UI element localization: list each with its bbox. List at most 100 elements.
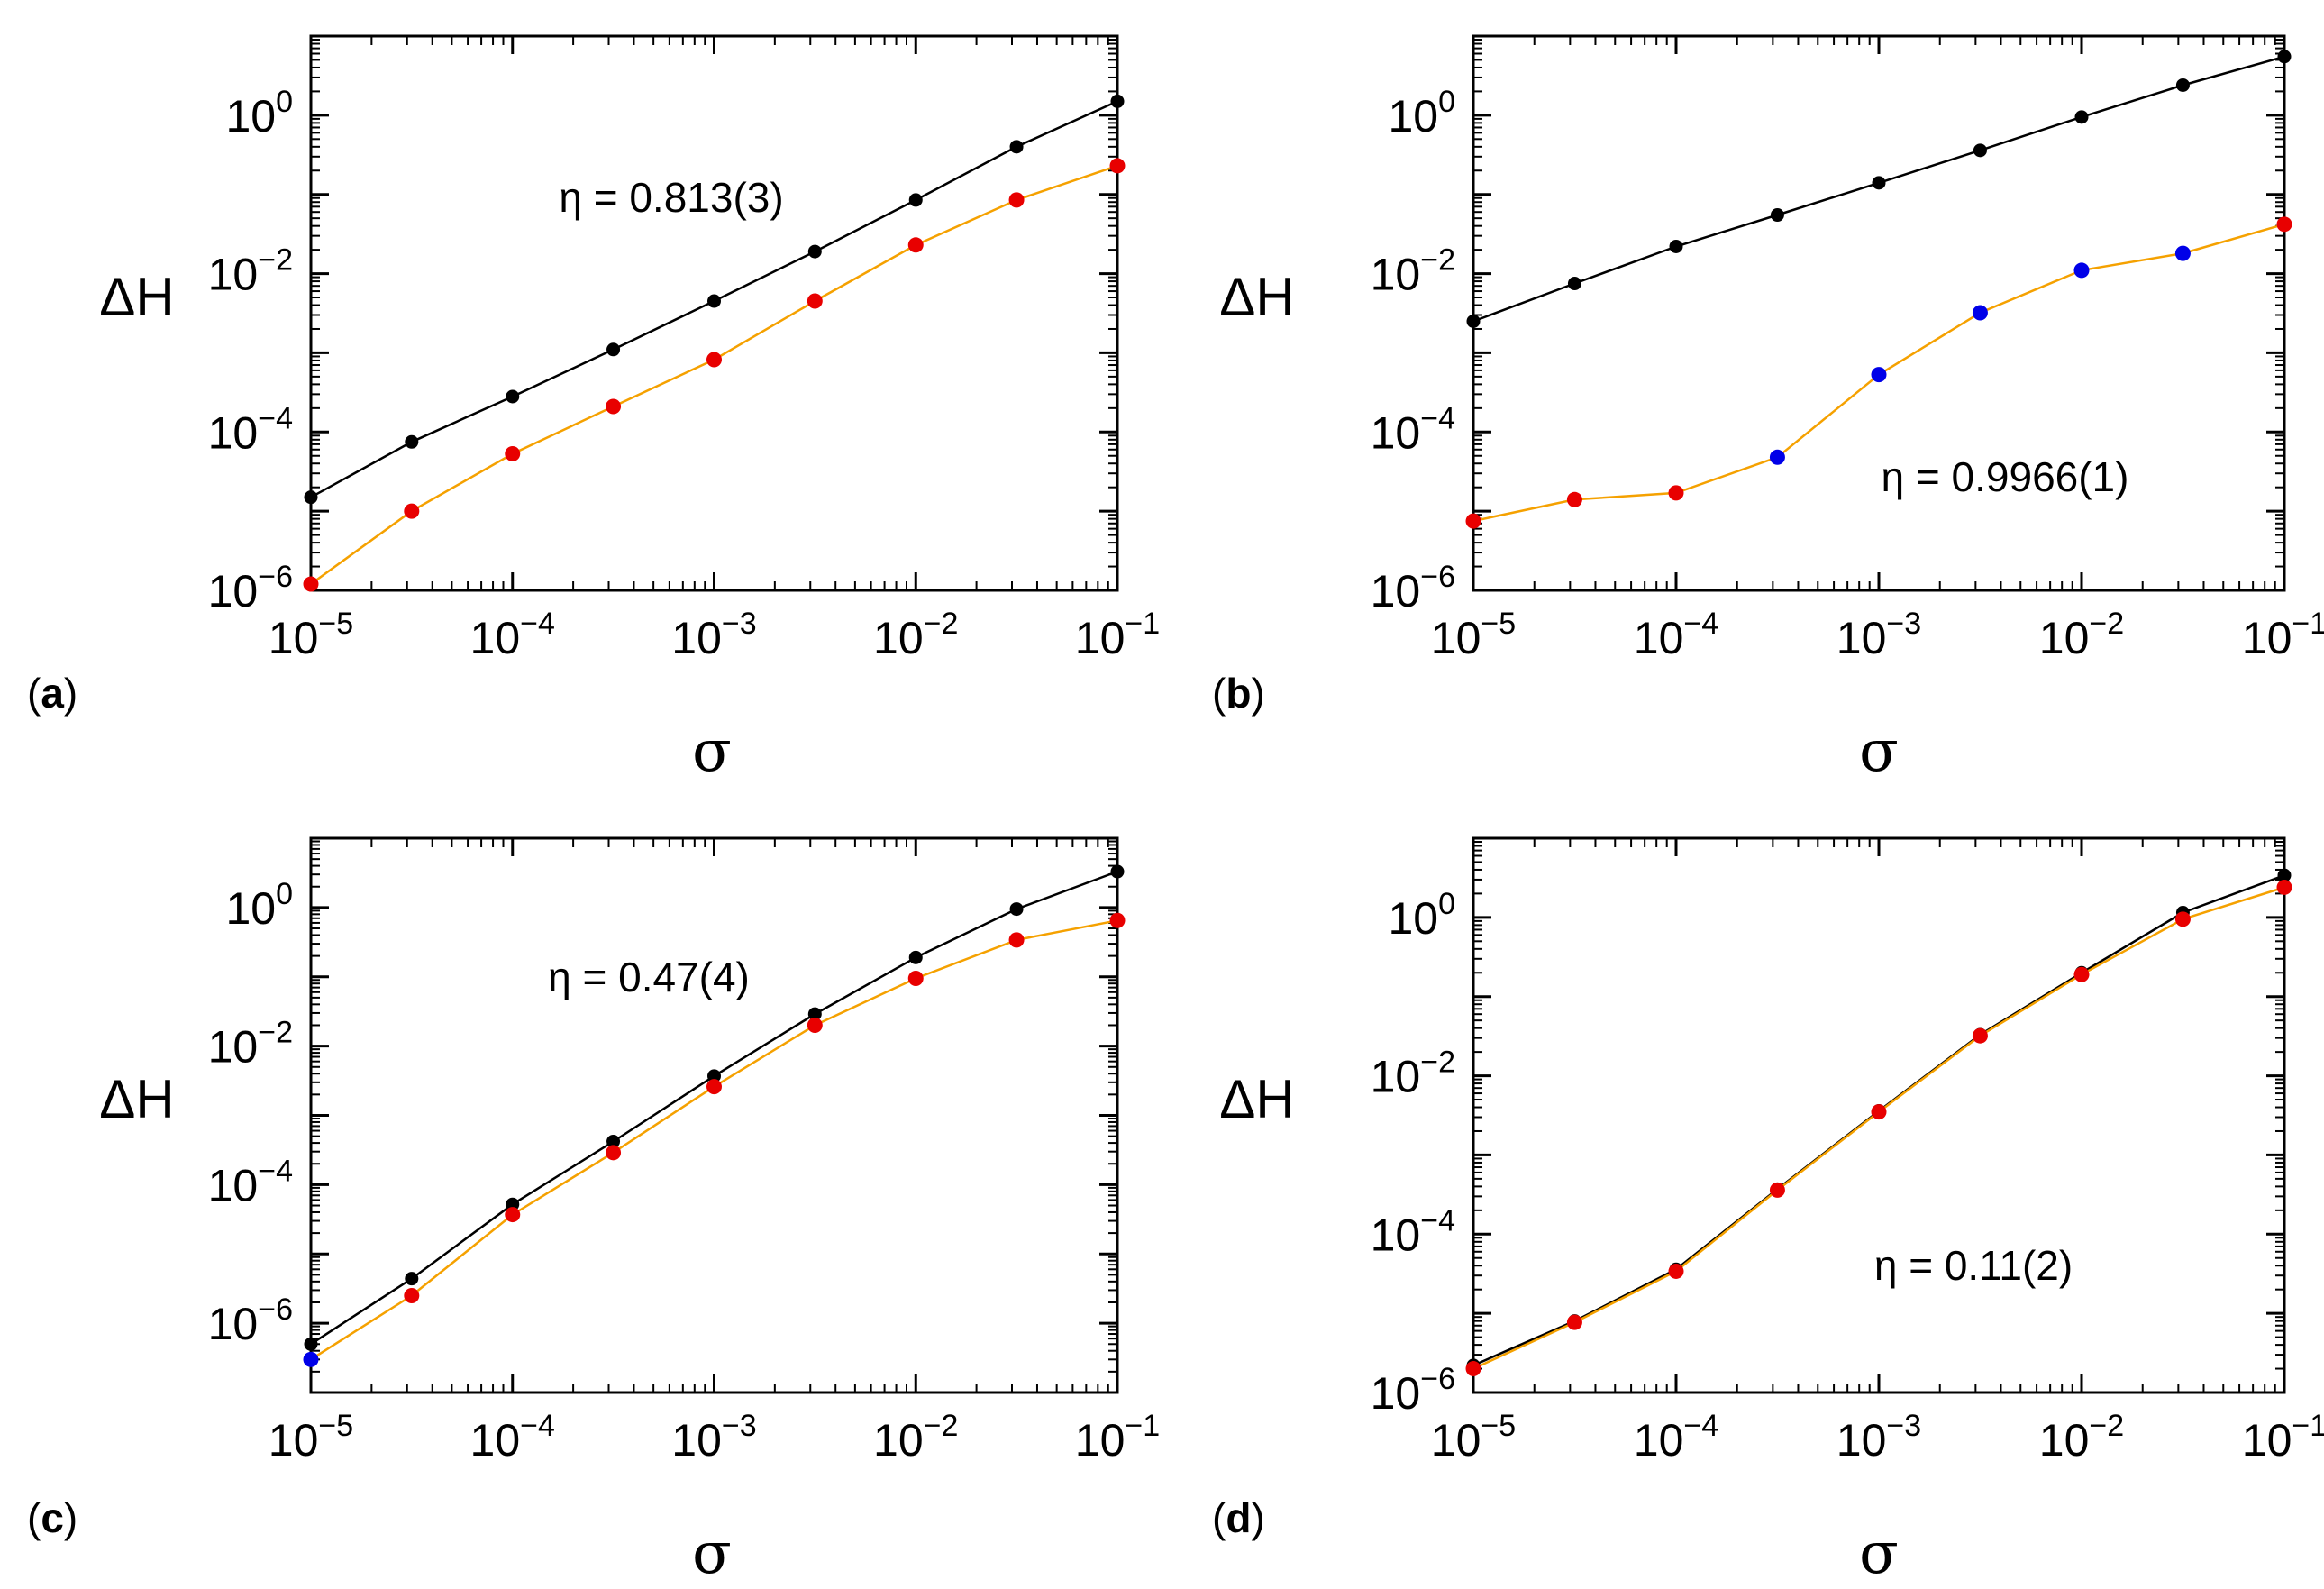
data-point-upper xyxy=(2277,868,2292,882)
data-point-lower xyxy=(303,576,319,592)
data-point-lower xyxy=(1668,485,1684,501)
x-axis-label: σ xyxy=(1859,1521,1899,1587)
data-point-lower xyxy=(1109,912,1126,928)
data-point-upper xyxy=(1669,239,1683,253)
data-point-lower xyxy=(1972,305,1988,321)
data-point-lower xyxy=(1972,1027,1988,1044)
y-axis-label: ΔH xyxy=(1219,267,1294,327)
y-tick-label: 100 xyxy=(225,85,293,142)
panel-label: (a) xyxy=(27,670,77,717)
data-point-lower xyxy=(807,293,823,309)
data-point-upper xyxy=(2074,110,2089,124)
data-point-upper xyxy=(606,342,621,357)
data-point-upper xyxy=(807,244,822,259)
data-point-lower xyxy=(907,970,924,986)
data-point-lower xyxy=(1465,513,1481,529)
data-point-lower xyxy=(606,1145,622,1161)
x-tick-label: 10−1 xyxy=(1075,607,1160,663)
x-tick-label: 10−1 xyxy=(2242,1409,2324,1466)
data-point-upper xyxy=(304,1337,318,1351)
panel-d: 10−5 10−4 10−3 10−2 10−1 10−6 10−4 10−2 100 η = 0… xyxy=(1212,836,2324,1587)
y-tick-label: 10−4 xyxy=(1371,1203,1455,1260)
data-point-upper xyxy=(304,490,318,505)
data-point-lower xyxy=(1668,1263,1684,1279)
eta-annotation: η = 0.9966(1) xyxy=(1882,453,2129,500)
y-tick-label: 10−2 xyxy=(208,1016,293,1073)
x-tick-label: 10−3 xyxy=(671,607,756,663)
x-tick-label: 10−2 xyxy=(873,607,958,663)
panel-label: (c) xyxy=(27,1494,77,1541)
plot-frame xyxy=(1472,34,2286,592)
data-point-lower xyxy=(706,1079,722,1095)
plot-frame xyxy=(309,836,1119,1394)
panel-b: 10−5 10−4 10−3 10−2 10−1 10−6 10−4 10−2 100 η = 0… xyxy=(1212,34,2324,785)
panel-a: 10−5 10−4 10−3 10−2 10−1 10−6 10−4 10−2 100 η = 0… xyxy=(27,34,1160,785)
y-tick-label: 100 xyxy=(225,877,293,934)
data-point-lower xyxy=(505,1207,521,1223)
x-tick-label: 10−1 xyxy=(2242,607,2324,663)
data-point-upper xyxy=(2277,50,2292,64)
data-point-lower xyxy=(505,446,521,462)
data-point-lower xyxy=(2073,966,2090,982)
series-line-lower xyxy=(1472,886,2285,1370)
y-tick-label: 10−6 xyxy=(208,560,293,616)
y-axis-label: ΔH xyxy=(1219,1069,1294,1129)
data-point-lower xyxy=(303,1351,319,1367)
data-point-lower xyxy=(2276,879,2292,895)
data-point-upper xyxy=(405,1272,419,1286)
data-point-upper xyxy=(1110,864,1125,879)
x-tick-label: 10−2 xyxy=(873,1409,958,1466)
data-point-upper xyxy=(1872,176,1886,190)
y-tick-label: 10−6 xyxy=(208,1292,293,1349)
data-point-upper xyxy=(1973,143,1987,158)
panel-label: (d) xyxy=(1212,1494,1265,1541)
plot-frame xyxy=(309,34,1119,592)
data-point-upper xyxy=(405,434,419,449)
panel-c: 10−5 10−4 10−3 10−2 10−1 10−6 10−4 10−2 100 η = 0… xyxy=(27,836,1160,1587)
data-point-upper xyxy=(1770,208,1784,223)
data-point-lower xyxy=(1871,367,1887,383)
data-point-lower xyxy=(706,352,722,368)
y-tick-label: 100 xyxy=(1388,887,1455,944)
eta-annotation: η = 0.47(4) xyxy=(548,954,750,1000)
panel-label: (b) xyxy=(1212,670,1265,717)
series-line-lower xyxy=(310,164,1118,586)
data-point-lower xyxy=(1566,1314,1582,1330)
y-tick-label: 10−6 xyxy=(1371,560,1455,616)
data-point-upper xyxy=(908,950,923,964)
x-tick-label: 10−3 xyxy=(671,1409,756,1466)
x-tick-label: 10−1 xyxy=(1075,1409,1160,1466)
x-tick-label: 10−3 xyxy=(1836,607,1921,663)
data-point-lower xyxy=(807,1017,823,1033)
x-tick-label: 10−4 xyxy=(1634,1409,1718,1466)
data-point-lower xyxy=(404,1288,420,1304)
x-tick-label: 10−5 xyxy=(269,1409,353,1466)
x-tick-label: 10−5 xyxy=(1431,1409,1516,1466)
data-point-lower xyxy=(2174,911,2191,927)
data-point-lower xyxy=(1109,158,1126,174)
data-point-upper xyxy=(1110,94,1125,108)
data-point-lower xyxy=(1465,1361,1481,1377)
data-point-lower xyxy=(606,398,622,415)
data-point-lower xyxy=(1769,1182,1785,1198)
x-tick-label: 10−2 xyxy=(2039,607,2124,663)
x-tick-label: 10−5 xyxy=(1431,607,1516,663)
y-tick-label: 10−4 xyxy=(208,401,293,458)
x-tick-label: 10−3 xyxy=(1836,1409,1921,1466)
x-axis-label: σ xyxy=(692,1521,732,1587)
data-point-lower xyxy=(2276,216,2292,233)
data-point-upper xyxy=(606,1134,621,1148)
y-tick-label: 10−4 xyxy=(208,1154,293,1210)
y-axis-label: ΔH xyxy=(99,267,174,327)
y-tick-label: 100 xyxy=(1388,85,1455,142)
data-point-upper xyxy=(707,1069,721,1083)
data-point-upper xyxy=(1567,277,1581,291)
data-point-upper xyxy=(1466,314,1481,328)
data-point-lower xyxy=(2174,245,2191,261)
data-point-upper xyxy=(908,193,923,207)
data-point-upper xyxy=(1009,140,1024,154)
data-point-upper xyxy=(2175,78,2190,92)
data-point-lower xyxy=(2073,262,2090,279)
data-point-lower xyxy=(1008,192,1025,208)
